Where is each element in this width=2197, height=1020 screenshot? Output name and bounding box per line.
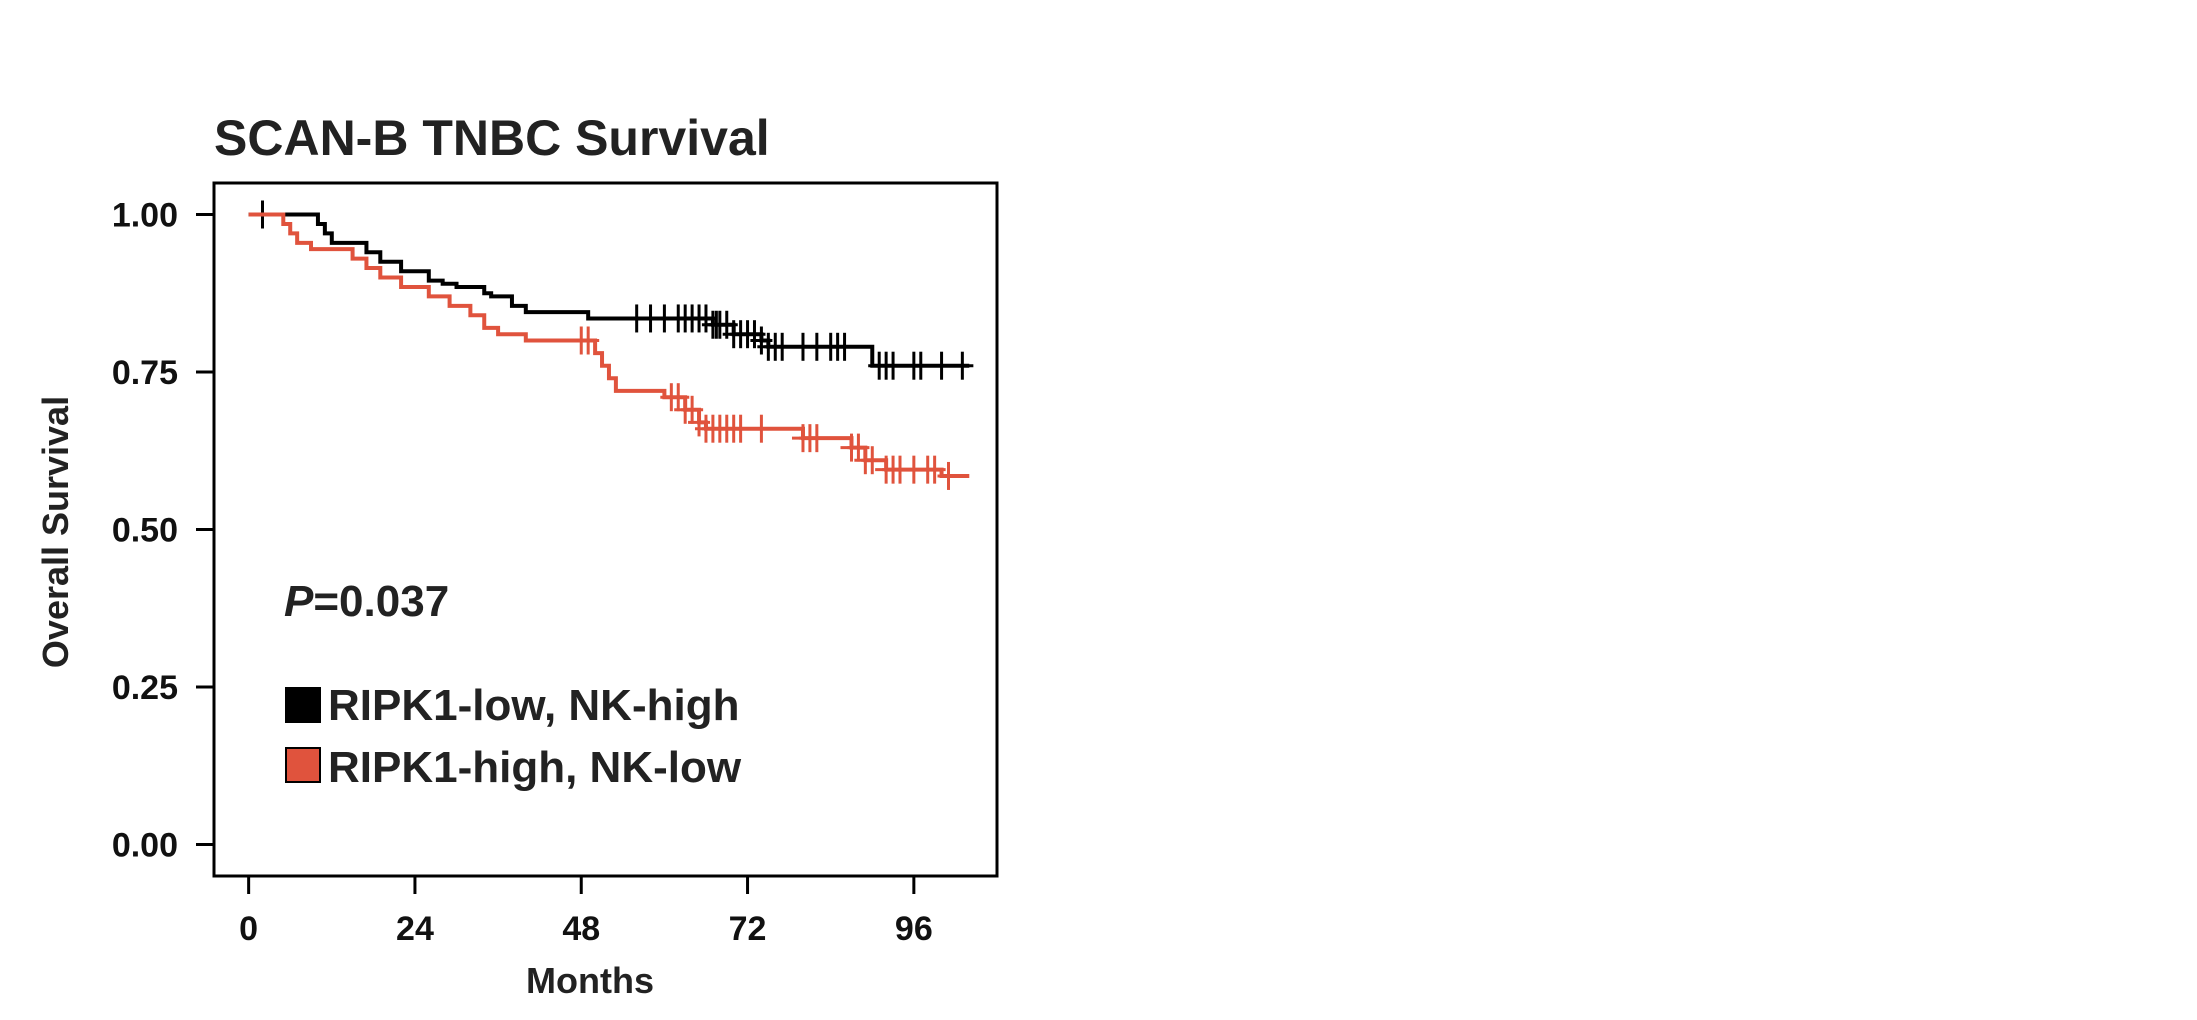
legend-label-high: RIPK1-high, NK-low: [328, 743, 742, 792]
survival-line: [248, 212, 970, 368]
x-axis: 0 24 48 72 96: [239, 876, 933, 948]
legend: RIPK1-low, NK-high RIPK1-high, NK-low: [285, 681, 742, 792]
p-value-annotation: P=0.037: [284, 577, 449, 626]
x-tick-label: 96: [895, 910, 933, 948]
legend-swatch-high: [285, 747, 321, 783]
y-tick-label: 0.50: [112, 512, 178, 550]
y-axis: 0.00 0.25 0.50 0.75 1.00: [112, 197, 214, 865]
y-tick-label: 0.00: [112, 827, 178, 865]
series-0: [248, 200, 974, 380]
x-tick-label: 72: [729, 910, 767, 948]
x-tick-label: 48: [562, 910, 600, 948]
x-tick-label: 24: [396, 910, 434, 948]
p-symbol: P: [284, 577, 314, 626]
series-1: [248, 212, 970, 490]
x-axis-label: Months: [526, 960, 654, 1001]
p-value: =0.037: [313, 577, 449, 626]
x-tick-label: 0: [239, 910, 258, 948]
chart-title: SCAN-B TNBC Survival: [214, 110, 770, 166]
survival-curves: [248, 200, 974, 490]
y-tick-label: 0.75: [112, 354, 178, 392]
legend-label-low: RIPK1-low, NK-high: [328, 681, 739, 730]
y-axis-label: Overall Survival: [35, 396, 76, 668]
legend-swatch-low: [285, 687, 321, 723]
y-tick-label: 0.25: [112, 669, 178, 707]
y-tick-label: 1.00: [112, 197, 178, 235]
